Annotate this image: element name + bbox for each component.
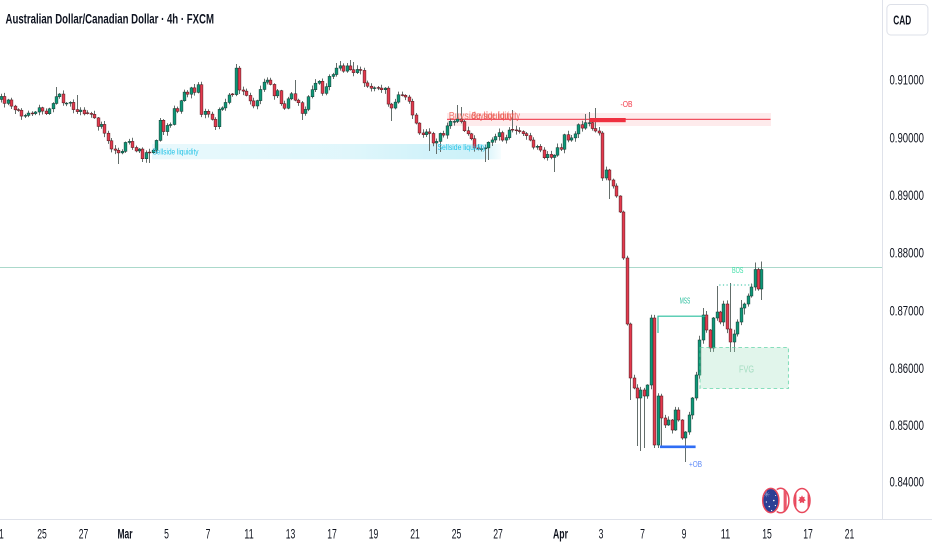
- svg-text:25: 25: [452, 526, 462, 541]
- svg-text:0.86000: 0.86000: [890, 361, 925, 376]
- svg-text:BOS: BOS: [732, 266, 744, 275]
- svg-text:Sellside liquidity: Sellside liquidity: [438, 143, 487, 152]
- svg-text:11: 11: [244, 526, 254, 541]
- svg-text:CAD: CAD: [893, 13, 911, 28]
- svg-text:0.88000: 0.88000: [890, 245, 925, 260]
- svg-text:25: 25: [37, 526, 47, 541]
- svg-text:Australian Dollar/Canadian Dol: Australian Dollar/Canadian Dollar · 4h ·…: [6, 11, 215, 27]
- svg-text:7: 7: [206, 526, 211, 541]
- svg-text:Sellside liquidity: Sellside liquidity: [153, 147, 199, 156]
- svg-text:0.89000: 0.89000: [890, 188, 925, 203]
- svg-text:Mar: Mar: [118, 526, 133, 541]
- svg-text:17: 17: [327, 526, 337, 541]
- svg-text:0.90000: 0.90000: [890, 131, 925, 146]
- svg-text:15: 15: [762, 526, 772, 541]
- svg-text:0.91000: 0.91000: [890, 72, 925, 87]
- svg-text:21: 21: [410, 526, 420, 541]
- svg-text:0.87000: 0.87000: [890, 304, 925, 319]
- svg-text:0.85000: 0.85000: [890, 418, 925, 433]
- svg-text:7: 7: [640, 526, 645, 541]
- svg-text:13: 13: [286, 526, 296, 541]
- svg-text:27: 27: [493, 526, 503, 541]
- svg-text:21: 21: [845, 526, 855, 541]
- svg-text:Buyside liquidity: Buyside liquidity: [449, 111, 514, 122]
- svg-text:Buyside liquidity: Buyside liquidity: [472, 111, 520, 122]
- svg-text:MSS: MSS: [680, 297, 691, 306]
- svg-text:21: 21: [0, 526, 4, 541]
- svg-text:FVG: FVG: [739, 363, 754, 375]
- svg-text:19: 19: [369, 526, 379, 541]
- svg-text:9: 9: [682, 526, 687, 541]
- svg-text:17: 17: [803, 526, 813, 541]
- svg-text:0.84000: 0.84000: [890, 475, 925, 490]
- svg-text:+OB: +OB: [689, 459, 702, 469]
- svg-text:-OB: -OB: [621, 99, 633, 109]
- svg-text:Apr: Apr: [553, 526, 568, 541]
- svg-text:11: 11: [721, 526, 731, 541]
- svg-text:3: 3: [599, 526, 604, 541]
- svg-text:27: 27: [79, 526, 89, 541]
- svg-text:5: 5: [164, 526, 169, 541]
